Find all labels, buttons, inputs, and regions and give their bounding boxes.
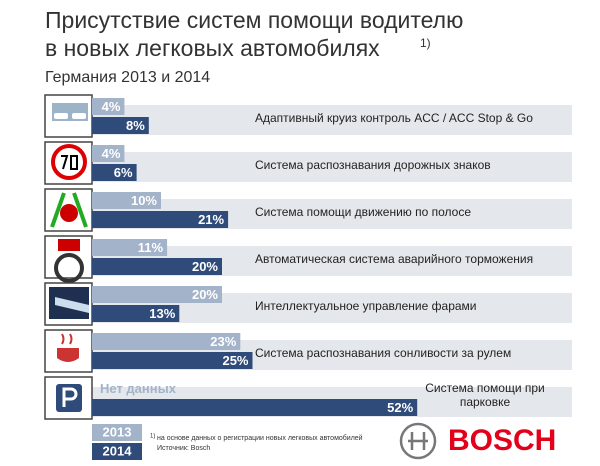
icon-shape xyxy=(61,333,73,345)
icon-shape xyxy=(61,155,78,170)
bar xyxy=(92,192,161,209)
row: Система распознавания сонливости за руле… xyxy=(44,329,572,373)
bar xyxy=(92,98,125,115)
value-label: 10% xyxy=(131,193,157,208)
value-label: 8% xyxy=(126,118,145,133)
bar xyxy=(92,145,125,162)
chart-title: Присутствие систем помощи водителю xyxy=(45,7,463,33)
category-label-box: Система помощи при парковке xyxy=(425,381,545,409)
icon-shape xyxy=(72,113,86,119)
legend-swatch xyxy=(92,443,142,460)
bar xyxy=(92,352,253,369)
value-label: 21% xyxy=(198,212,224,227)
value-label: 6% xyxy=(114,165,133,180)
icon-shape xyxy=(55,297,89,313)
icon-shape xyxy=(54,253,84,283)
value-label: 11% xyxy=(138,240,164,255)
value-label: 52% xyxy=(387,400,413,415)
chart-title: в новых легковых автомобилях xyxy=(45,35,380,61)
row: Система помощи при парковке Нет данных 52% xyxy=(44,376,572,420)
row: Адаптивный круиз контроль ACC / ACC Stop… xyxy=(44,94,572,138)
category-label: Система распознавания сонливости за руле… xyxy=(255,346,511,360)
category-label: Система помощи движению по полосе xyxy=(255,205,471,219)
value-label: Нет данных xyxy=(100,381,177,396)
bar xyxy=(92,305,180,322)
value-label: 4% xyxy=(102,146,121,161)
icon-shape xyxy=(50,192,88,228)
bar xyxy=(92,211,229,228)
title-note: 1) xyxy=(420,36,431,50)
row-background xyxy=(92,152,572,182)
category-label: Автоматическая система аварийного тормож… xyxy=(255,252,533,266)
row: Интеллектуальное управление фарами 20% 13% xyxy=(44,282,572,326)
icon-shape xyxy=(54,113,68,119)
row: Система распознавания дорожных знаков 4% 6… xyxy=(44,141,572,185)
row: Система помощи движению по полосе 10% 21% xyxy=(44,188,572,232)
bar xyxy=(92,286,222,303)
icon-shape xyxy=(51,144,87,180)
logo-text: BOSCH xyxy=(448,424,556,457)
icon-shape xyxy=(60,204,78,222)
value-label: 25% xyxy=(222,353,248,368)
value-label: 4% xyxy=(102,99,121,114)
bar xyxy=(92,333,241,350)
bar xyxy=(92,117,149,134)
logo-mark xyxy=(399,422,437,460)
category-label: Система распознавания дорожных знаков xyxy=(255,158,491,172)
bar xyxy=(92,258,222,275)
icon-shape xyxy=(58,239,80,251)
row: Автоматическая система аварийного тормож… xyxy=(44,235,572,283)
footnote-mark: 1) xyxy=(150,434,155,440)
source: Источник: Bosch xyxy=(157,445,210,452)
category-label: Адаптивный круиз контроль ACC / ACC Stop… xyxy=(255,111,533,125)
icon-shape xyxy=(62,387,78,407)
legend-swatch xyxy=(92,424,142,441)
bar xyxy=(92,239,168,256)
value-label: 23% xyxy=(210,334,236,349)
row-background xyxy=(92,105,572,135)
subtitle: Германия 2013 и 2014 xyxy=(45,69,210,86)
value-label: 20% xyxy=(192,259,218,274)
legend-label: 2013 xyxy=(103,424,132,439)
category-label: Система помощи при парковке xyxy=(425,381,545,409)
value-label: 20% xyxy=(192,287,218,302)
bar xyxy=(92,399,418,416)
legend-label: 2014 xyxy=(103,443,133,458)
bar xyxy=(92,164,137,181)
category-label: Интеллектуальное управление фарами xyxy=(255,299,477,313)
value-label: 13% xyxy=(149,306,175,321)
footnote: на основе данных о регистрации новых лег… xyxy=(157,434,363,442)
icon-shape xyxy=(57,348,79,362)
